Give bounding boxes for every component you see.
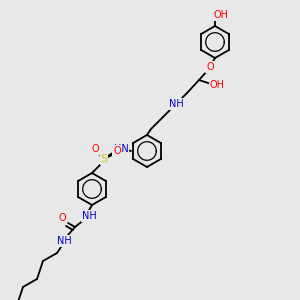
Text: O: O (206, 62, 214, 72)
Text: HN: HN (114, 144, 128, 154)
Text: NH: NH (57, 236, 71, 246)
Text: OH: OH (209, 80, 224, 90)
Text: O: O (58, 213, 66, 223)
Text: O: O (91, 144, 99, 154)
Text: NH: NH (169, 99, 183, 109)
Text: S: S (100, 154, 108, 164)
Text: NH: NH (82, 211, 96, 221)
Text: OH: OH (214, 10, 229, 20)
Text: O: O (113, 146, 121, 156)
